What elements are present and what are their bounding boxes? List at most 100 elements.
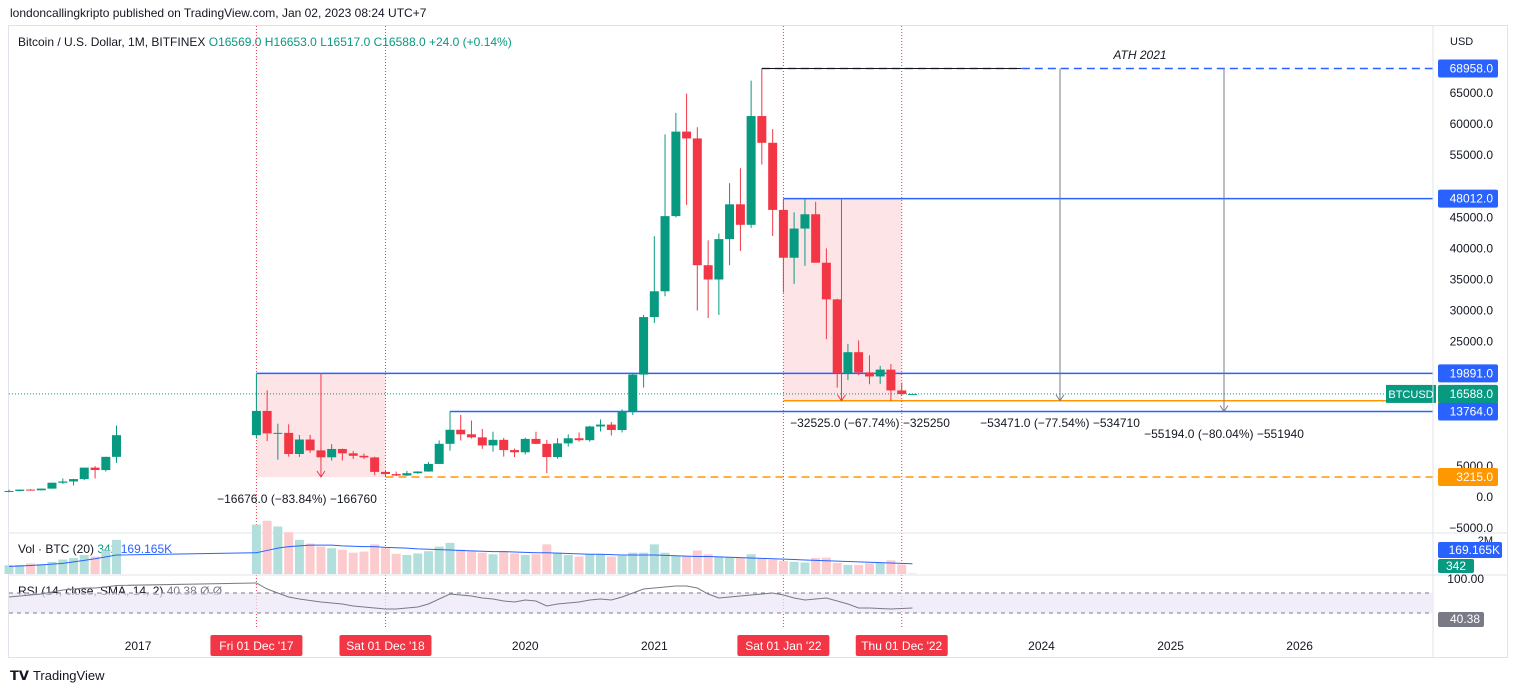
candle-body <box>36 488 46 491</box>
candle-body <box>69 479 79 482</box>
volume-bar <box>370 544 380 574</box>
candle-body <box>789 228 799 258</box>
volume-bar <box>832 562 842 574</box>
x-date-badge <box>339 635 432 656</box>
x-date-label: Thu 01 Dec '22 <box>861 639 942 653</box>
rsi-axis-label: 40.38 <box>1450 612 1480 626</box>
rsi-line <box>8 582 913 610</box>
volume-bar <box>531 554 541 574</box>
candle-body <box>811 214 821 263</box>
volume-bar <box>735 558 745 574</box>
volume-bar <box>359 551 369 574</box>
volume-bar <box>423 551 433 574</box>
candle-body <box>305 439 315 451</box>
volume-bar <box>897 564 907 574</box>
candle-body <box>58 481 68 483</box>
candle-body <box>553 443 563 458</box>
y-tick-label: 25000.0 <box>1450 335 1494 349</box>
volume-label[interactable]: Vol · BTC (20) <box>18 542 95 556</box>
volume-bar <box>864 563 874 574</box>
rsi-axis-tick: 100.00 <box>1447 572 1484 586</box>
x-date-label: Sat 01 Jan '22 <box>745 639 822 653</box>
volume-bar <box>58 559 68 574</box>
candle-body <box>101 456 111 471</box>
volume-bar <box>316 546 326 574</box>
candle-body <box>488 439 498 446</box>
candle-body <box>821 262 831 300</box>
level-axis-badge <box>1438 364 1498 383</box>
volume-bar <box>327 548 337 574</box>
candle-body <box>875 369 885 377</box>
volume-bar <box>273 526 283 574</box>
drop-2018-label: −16676.0 (−83.84%) −166760 <box>217 492 377 506</box>
legend-close: C16588.0 <box>373 35 426 49</box>
volume-bar <box>714 556 724 574</box>
volume-bar <box>402 555 412 574</box>
candle-body <box>370 457 380 472</box>
symbol-name[interactable]: Bitcoin / U.S. Dollar, 1M, BITFINEX <box>18 35 206 49</box>
price-axis-label: 16588.0 <box>1450 387 1494 401</box>
candle-body <box>735 204 745 225</box>
volume-bar <box>757 558 767 574</box>
volume-bar <box>778 561 788 574</box>
volume-bar <box>542 544 552 574</box>
rsi-value-3: Ø <box>212 584 223 598</box>
axis-currency: USD <box>1450 36 1473 48</box>
candle-body <box>746 116 756 225</box>
x-date-badge <box>855 635 948 656</box>
candle-body <box>886 369 896 391</box>
candle-body <box>574 438 584 441</box>
measure-arrow-ath-1-head <box>1055 394 1065 402</box>
candle-body <box>864 372 874 377</box>
candle-body <box>563 438 573 444</box>
volume-bar <box>294 539 304 574</box>
candle-body <box>112 435 122 457</box>
volume-ma-axis-label: 169.165K <box>1449 543 1500 557</box>
volume-bar <box>520 555 530 574</box>
volume-bar <box>15 564 25 574</box>
ticker-label: BTCUSD <box>1388 389 1433 401</box>
x-tick-label: 2024 <box>1028 639 1055 653</box>
brand-name: TradingView <box>32 668 105 683</box>
volume-bar <box>26 563 36 574</box>
drop-ath-label-1: −53471.0 (−77.54%) −534710 <box>980 416 1140 430</box>
volume-bar <box>617 555 627 574</box>
volume-ma-badge <box>1438 542 1502 558</box>
rsi-value-2: Ø <box>200 584 210 598</box>
volume-bar <box>101 550 111 574</box>
candle-body <box>413 471 423 474</box>
drop-zone-2022 <box>783 198 902 401</box>
volume-bar <box>251 524 261 574</box>
volume-bar <box>4 565 14 574</box>
volume-bar <box>348 552 358 574</box>
candle-body <box>47 482 57 489</box>
volume-legend: Vol · BTC (20) 342 169.165K <box>18 542 172 556</box>
volume-bar <box>510 553 520 574</box>
candle-body <box>531 438 541 444</box>
legend-open: O16569.0 <box>208 35 262 49</box>
volume-bar <box>574 556 584 574</box>
volume-bar <box>843 564 853 574</box>
volume-bar <box>477 552 487 574</box>
volume-bar <box>337 549 347 574</box>
volume-last-badge <box>1438 559 1474 573</box>
volume-bar <box>671 555 681 574</box>
volume-bar <box>445 542 455 574</box>
volume-bar <box>811 558 821 574</box>
volume-bar <box>488 554 498 574</box>
volume-bar <box>649 544 659 574</box>
candle-body <box>639 317 649 375</box>
tradingview-brand[interactable]: 𝗧𝗩 TradingView <box>10 668 104 684</box>
candle-body <box>520 438 530 453</box>
level-axis-badge <box>1438 59 1498 78</box>
volume-bar <box>639 552 649 574</box>
candle-body <box>434 443 444 464</box>
candle-body <box>897 390 907 395</box>
volume-bar <box>789 561 799 574</box>
volume-bar <box>821 557 831 574</box>
volume-bar <box>47 561 57 574</box>
candle-body <box>499 439 509 451</box>
candle-body <box>542 443 552 458</box>
volume-bar <box>262 520 272 574</box>
